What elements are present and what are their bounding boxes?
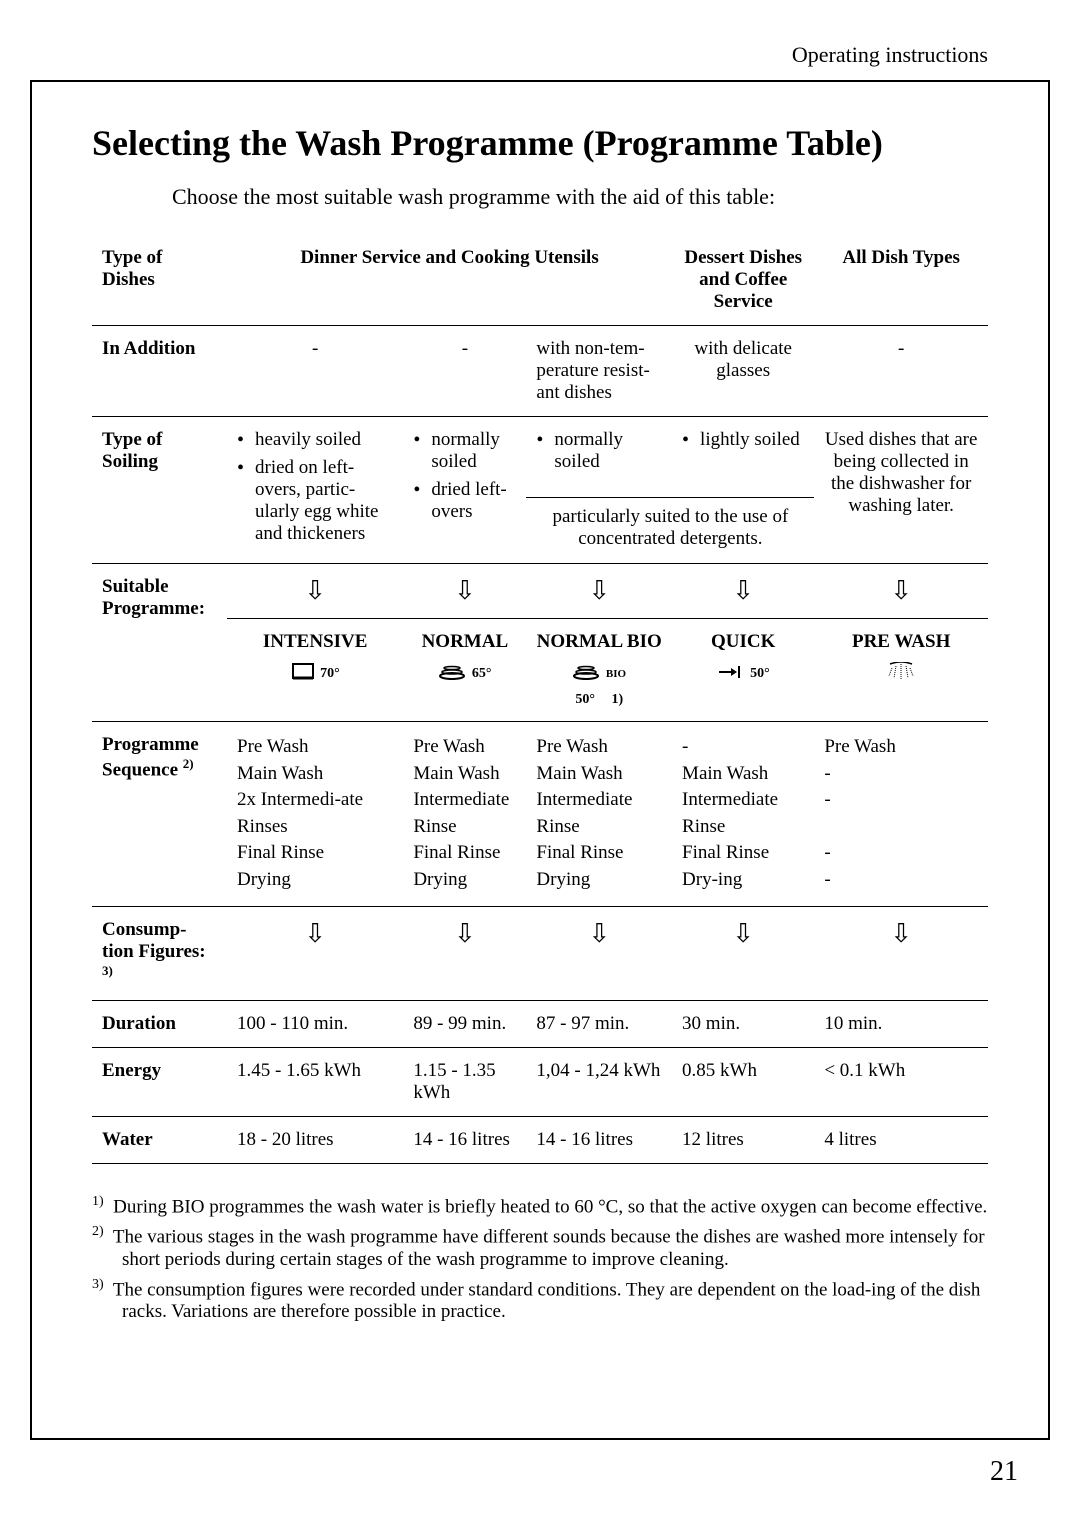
addition-col4: with delicate glasses bbox=[672, 326, 814, 417]
arrow-icon: ⇩ bbox=[227, 906, 403, 1000]
energy-col4: 0.85 kWh bbox=[672, 1047, 814, 1116]
row-label-addition: In Addition bbox=[92, 326, 227, 417]
footnote-2: 2) The various stages in the wash progra… bbox=[92, 1224, 988, 1270]
arrow-icon: ⇩ bbox=[672, 906, 814, 1000]
fn1-sup: 1) bbox=[92, 1194, 104, 1209]
energy-col3: 1,04 - 1,24 kWh bbox=[526, 1047, 672, 1116]
page-container: Operating instructions Selecting the Was… bbox=[30, 80, 1050, 1440]
sequence-col2: Pre Wash Main Wash Intermediate Rinse Fi… bbox=[403, 722, 526, 907]
soiling-col5: Used dishes that are being collected in … bbox=[814, 417, 988, 564]
quick-icon: 50° bbox=[682, 657, 804, 683]
addition-col2: - bbox=[403, 326, 526, 417]
addition-col3: with non-tem-perature resist-ant dishes bbox=[526, 326, 672, 417]
duration-col5: 10 min. bbox=[814, 1000, 988, 1047]
normalbio-temp: 50° bbox=[575, 692, 595, 707]
prewash-icon bbox=[824, 657, 978, 683]
duration-col4: 30 min. bbox=[672, 1000, 814, 1047]
programme-prewash-name: PRE WASH bbox=[852, 631, 950, 652]
page-number: 21 bbox=[990, 1456, 1018, 1488]
row-label-soiling: Type of Soiling bbox=[92, 417, 227, 564]
water-col2: 14 - 16 litres bbox=[403, 1116, 526, 1163]
water-col5: 4 litres bbox=[814, 1116, 988, 1163]
soiling-col4-item1: lightly soiled bbox=[682, 429, 804, 451]
soiling-col2-item2: dried left-overs bbox=[413, 479, 516, 523]
duration-col2: 89 - 99 min. bbox=[403, 1000, 526, 1047]
addition-col1: - bbox=[227, 326, 403, 417]
addition-col5: - bbox=[814, 326, 988, 417]
arrow-icon: ⇩ bbox=[672, 564, 814, 619]
fn3-sup: 3) bbox=[92, 1277, 104, 1292]
concentrated-note: particularly suited to the use of concen… bbox=[526, 498, 814, 564]
arrow-icon: ⇩ bbox=[526, 564, 672, 619]
fn2-sup: 2) bbox=[92, 1224, 104, 1239]
footnote-3: 3) The consumption figures were recorded… bbox=[92, 1277, 988, 1323]
soiling-col1: heavily soiled dried on left-overs, part… bbox=[227, 417, 403, 564]
energy-col5: < 0.1 kWh bbox=[814, 1047, 988, 1116]
header-alltypes: All Dish Types bbox=[814, 235, 988, 326]
programme-normalbio: NORMAL BIO BIO 50° 1) bbox=[526, 619, 672, 722]
page-subtitle: Choose the most suitable wash programme … bbox=[172, 184, 988, 210]
sequence-col3: Pre Wash Main Wash Intermediate Rinse Fi… bbox=[526, 722, 672, 907]
programme-quick-name: QUICK bbox=[711, 631, 775, 652]
bio-label: BIO bbox=[606, 668, 626, 680]
soiling-col3: normally soiled bbox=[526, 417, 672, 498]
soiling-col3-item1: normally soiled bbox=[536, 429, 662, 473]
header-dessert: Dessert Dishes and Coffee Service bbox=[672, 235, 814, 326]
sequence-col4: - Main Wash Intermediate Rinse Final Rin… bbox=[672, 722, 814, 907]
sequence-col1: Pre Wash Main Wash 2x Intermedi-ate Rins… bbox=[227, 722, 403, 907]
water-col4: 12 litres bbox=[672, 1116, 814, 1163]
programme-normalbio-name: NORMAL BIO bbox=[537, 631, 662, 652]
energy-col1: 1.45 - 1.65 kWh bbox=[227, 1047, 403, 1116]
programme-normal: NORMAL 65° bbox=[403, 619, 526, 722]
arrow-icon: ⇩ bbox=[403, 564, 526, 619]
row-label-energy: Energy bbox=[92, 1047, 227, 1116]
header-dinner: Dinner Service and Cooking Utensils bbox=[227, 235, 672, 326]
programme-intensive-name: INTENSIVE bbox=[263, 631, 368, 652]
arrow-icon: ⇩ bbox=[526, 906, 672, 1000]
row-label-programme: Suitable Programme: bbox=[92, 564, 227, 722]
header-label: Operating instructions bbox=[792, 42, 988, 68]
consumption-sup: 3) bbox=[102, 963, 113, 978]
duration-col3: 87 - 97 min. bbox=[526, 1000, 672, 1047]
arrow-icon: ⇩ bbox=[814, 564, 988, 619]
soiling-col2-item1: normally soiled bbox=[413, 429, 516, 473]
sequence-col5: Pre Wash - - - - bbox=[814, 722, 988, 907]
normalbio-icon: BIO 50° 1) bbox=[536, 657, 662, 709]
water-col1: 18 - 20 litres bbox=[227, 1116, 403, 1163]
programme-normal-name: NORMAL bbox=[422, 631, 509, 652]
normalbio-sup: 1) bbox=[611, 692, 623, 707]
row-label-water: Water bbox=[92, 1116, 227, 1163]
row-label-consumption: Consump-tion Figures: 3) bbox=[92, 906, 227, 1000]
quick-temp: 50° bbox=[750, 666, 770, 681]
water-col3: 14 - 16 litres bbox=[526, 1116, 672, 1163]
arrow-icon: ⇩ bbox=[227, 564, 403, 619]
page-title: Selecting the Wash Programme (Programme … bbox=[92, 122, 988, 164]
normal-temp: 65° bbox=[472, 666, 492, 681]
row-label-sequence: Programme Sequence 2) bbox=[92, 722, 227, 907]
normal-icon: 65° bbox=[413, 657, 516, 683]
consumption-label-text: Consump-tion Figures: bbox=[102, 919, 206, 962]
row-label-dishes: Type of Dishes bbox=[92, 235, 227, 326]
fn1-text: During BIO programmes the wash water is … bbox=[113, 1196, 987, 1217]
duration-col1: 100 - 110 min. bbox=[227, 1000, 403, 1047]
intensive-temp: 70° bbox=[320, 666, 340, 681]
programme-table: Type of Dishes Dinner Service and Cookin… bbox=[92, 235, 988, 1164]
programme-intensive: INTENSIVE 70° bbox=[227, 619, 403, 722]
arrow-icon: ⇩ bbox=[403, 906, 526, 1000]
soiling-col4: lightly soiled bbox=[672, 417, 814, 498]
soiling-col1-item1: heavily soiled bbox=[237, 429, 393, 451]
intensive-icon: 70° bbox=[237, 657, 393, 683]
footnotes-section: 1) During BIO programmes the wash water … bbox=[92, 1194, 988, 1323]
row-label-duration: Duration bbox=[92, 1000, 227, 1047]
fn3-text: The consumption figures were recorded un… bbox=[113, 1279, 981, 1322]
footnote-1: 1) During BIO programmes the wash water … bbox=[92, 1194, 988, 1218]
soiling-col1-item2: dried on left-overs, partic-ularly egg w… bbox=[237, 457, 393, 545]
fn2-text: The various stages in the wash programme… bbox=[113, 1227, 985, 1270]
soiling-col2: normally soiled dried left-overs bbox=[403, 417, 526, 564]
sequence-sup: 2) bbox=[183, 756, 194, 771]
energy-col2: 1.15 - 1.35 kWh bbox=[403, 1047, 526, 1116]
programme-quick: QUICK 50° bbox=[672, 619, 814, 722]
programme-prewash: PRE WASH bbox=[814, 619, 988, 722]
arrow-icon: ⇩ bbox=[814, 906, 988, 1000]
